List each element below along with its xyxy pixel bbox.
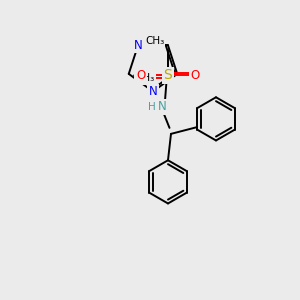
Text: H: H (148, 102, 155, 112)
Text: CH₃: CH₃ (145, 36, 164, 46)
Text: O: O (190, 69, 200, 82)
Text: N: N (158, 100, 166, 113)
Text: O: O (136, 69, 146, 82)
Text: N: N (148, 85, 158, 98)
Text: N: N (134, 39, 142, 52)
Text: CH₃: CH₃ (136, 74, 155, 83)
Text: S: S (164, 68, 172, 83)
